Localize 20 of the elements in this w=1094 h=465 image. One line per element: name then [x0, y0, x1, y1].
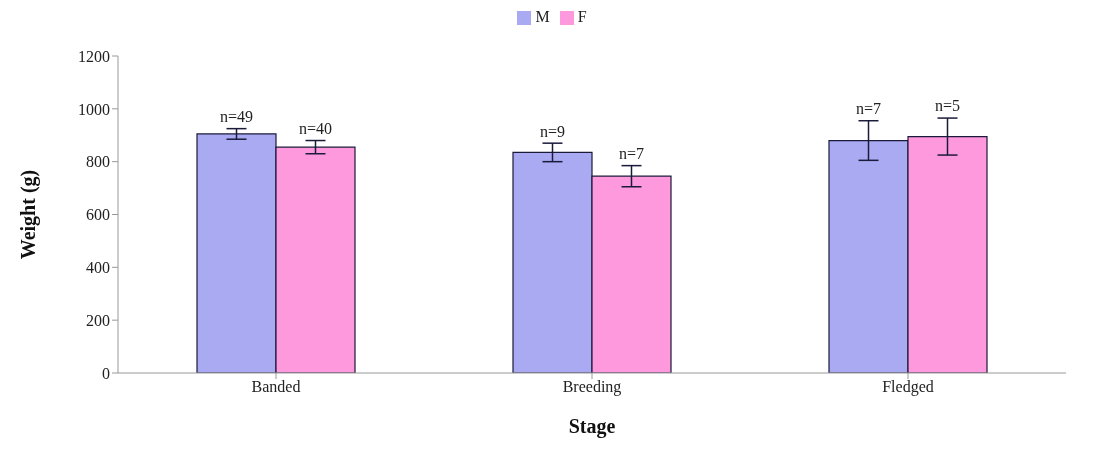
annotation: n=5: [934, 97, 961, 115]
y-tick-label: 200: [86, 311, 110, 329]
x-tick-label: Fledged: [882, 378, 934, 397]
x-axis-title: Stage: [568, 415, 616, 438]
annotation: n=7: [855, 99, 882, 117]
annotation: n=9: [539, 122, 566, 140]
y-tick-label: 600: [86, 206, 110, 224]
annotation: n=40: [298, 120, 333, 138]
annotation: n=49: [219, 108, 254, 126]
y-axis-title: Weight (g): [17, 169, 41, 260]
legend-label: F: [577, 8, 587, 25]
legend-label: M: [535, 8, 550, 25]
y-tick-label: 400: [86, 259, 110, 277]
y-tick-label: 1000: [78, 100, 110, 118]
y-tick-label: 800: [86, 153, 110, 171]
y-tick-label: 0: [102, 364, 110, 382]
x-tick-label: Banded: [251, 378, 301, 396]
x-tick-label: Breeding: [562, 378, 622, 397]
annotation: n=7: [618, 145, 645, 163]
y-tick-label: 1200: [78, 47, 110, 65]
